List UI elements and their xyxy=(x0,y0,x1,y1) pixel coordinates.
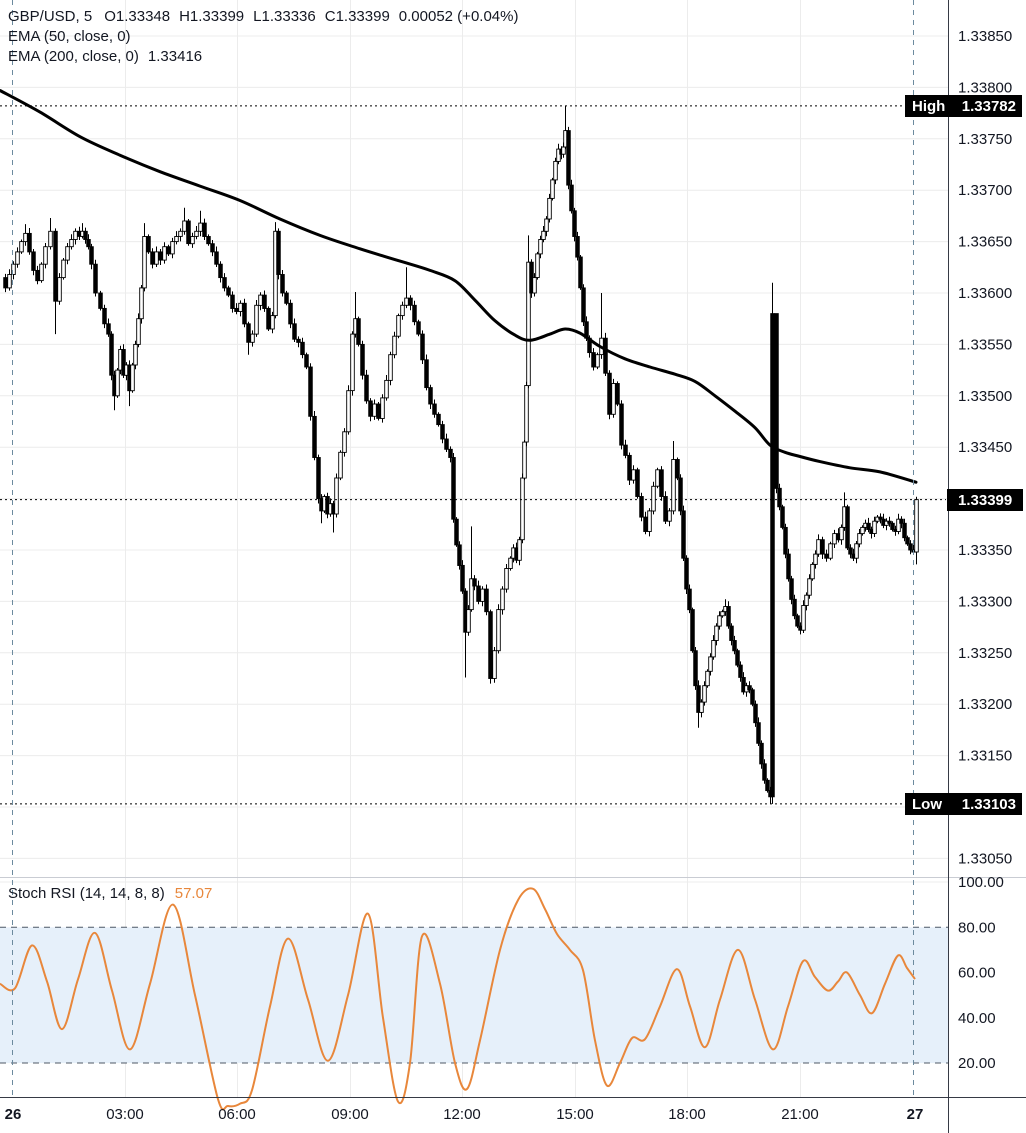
ema50-legend-row[interactable]: EMA (50, close, 0) xyxy=(8,27,527,46)
time-axis-label: 09:00 xyxy=(331,1106,369,1123)
stoch-title: Stoch RSI (14, 14, 8, 8) xyxy=(8,885,165,902)
last-price-value: 1.33399 xyxy=(958,491,1013,509)
gridlines xyxy=(0,0,948,1097)
time-axis-label: 03:00 xyxy=(106,1106,144,1123)
last-price-badge: 1.33399 xyxy=(947,489,1023,511)
stoch-axis-label: 20.00 xyxy=(958,1055,996,1072)
price-axis-label: 1.33050 xyxy=(958,850,1012,867)
low-badge-value: 1.33103 xyxy=(961,795,1016,813)
price-axis-label: 1.33700 xyxy=(958,182,1012,199)
high-badge-label: High xyxy=(912,97,946,115)
main-legend: GBP/USD, 5 O1.33348 H1.33399 L1.33336 C1.333… xyxy=(8,7,527,67)
low-price-badge: Low 1.33103 xyxy=(905,793,1022,815)
low-badge-label: Low xyxy=(912,795,942,813)
stoch-rsi-line xyxy=(0,887,916,1111)
time-axis-label: 21:00 xyxy=(781,1106,819,1123)
stoch-value: 57.07 xyxy=(174,885,213,902)
price-axis-label: 1.33250 xyxy=(958,645,1012,662)
stoch-axis-label: 80.00 xyxy=(958,919,996,936)
price-axis-label: 1.33500 xyxy=(958,388,1012,405)
price-axis-label: 1.33350 xyxy=(958,542,1012,559)
stoch-band xyxy=(0,926,948,1064)
ohlc-low: L1.33336 xyxy=(253,8,316,25)
ohlc-open: O1.33348 xyxy=(104,8,171,25)
stoch-axis-label: 100.00 xyxy=(958,874,1004,891)
price-axis-label: 1.33450 xyxy=(958,439,1012,456)
price-axis-label: 1.33200 xyxy=(958,696,1012,713)
time-axis-label: 12:00 xyxy=(443,1106,481,1123)
stoch-axis-label: 40.00 xyxy=(958,1010,996,1027)
high-price-badge: High 1.33782 xyxy=(905,95,1022,117)
time-axis[interactable]: 26 03:00 06:00 09:00 12:00 15:00 18:00 21:00 27 xyxy=(5,1106,924,1123)
symbol-title: GBP/USD, 5 xyxy=(8,8,93,25)
price-axis-label: 1.33650 xyxy=(958,234,1012,251)
candlestick-series xyxy=(3,105,919,804)
time-axis-label: 15:00 xyxy=(556,1106,594,1123)
time-axis-label: 06:00 xyxy=(218,1106,256,1123)
price-axis-label: 1.33150 xyxy=(958,748,1012,765)
time-axis-label: 26 xyxy=(5,1106,22,1123)
ohlc-change: 0.00052 (+0.04%) xyxy=(398,8,519,25)
ema50-label: EMA (50, close, 0) xyxy=(8,28,131,45)
time-axis-label: 27 xyxy=(907,1106,924,1123)
price-axis-label: 1.33750 xyxy=(958,131,1012,148)
price-axis-label: 1.33550 xyxy=(958,336,1012,353)
ohlc-close: C1.33399 xyxy=(324,8,390,25)
time-axis-label: 18:00 xyxy=(668,1106,706,1123)
price-axis[interactable]: 1.33850 1.33800 1.33750 1.33700 1.33650 1.336… xyxy=(958,28,1012,1072)
ema200-value: 1.33416 xyxy=(147,48,203,65)
stoch-axis-label: 60.00 xyxy=(958,965,996,982)
price-axis-label: 1.33850 xyxy=(958,28,1012,45)
price-axis-label: 1.33300 xyxy=(958,593,1012,610)
ema200-legend-row[interactable]: EMA (200, close, 0) 1.33416 xyxy=(8,47,527,66)
price-marker-lines xyxy=(0,105,946,805)
price-axis-label: 1.33600 xyxy=(958,285,1012,302)
ema200-line xyxy=(0,89,918,484)
ema200-label: EMA (200, close, 0) xyxy=(8,48,139,65)
price-axis-label: 1.33800 xyxy=(958,79,1012,96)
stoch-legend-row[interactable]: Stoch RSI (14, 14, 8, 8) 57.07 xyxy=(8,885,212,902)
symbol-legend-row[interactable]: GBP/USD, 5 O1.33348 H1.33399 L1.33336 C1.333… xyxy=(8,7,527,26)
high-badge-value: 1.33782 xyxy=(961,97,1016,115)
ohlc-high: H1.33399 xyxy=(179,8,245,25)
